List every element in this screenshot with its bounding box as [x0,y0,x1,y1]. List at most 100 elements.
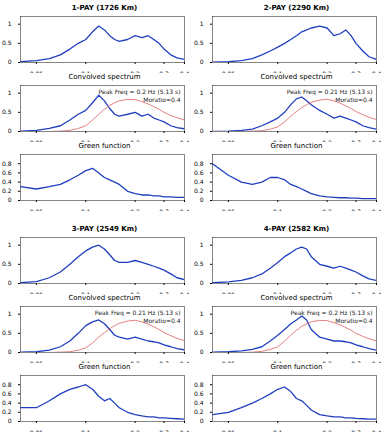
svg-text:0: 0 [8,417,12,424]
svg-text:0.4: 0.4 [180,360,190,363]
svg-text:0.2: 0.2 [322,360,332,363]
svg-text:0.1: 0.1 [273,208,283,211]
svg-text:0.4: 0.4 [372,360,382,363]
svg-text:0.5: 0.5 [194,108,204,115]
svg-text:0.5: 0.5 [2,329,12,336]
svg-text:Peak Freq = 0.21 Hz (5.13 s): Peak Freq = 0.21 Hz (5.13 s) [287,88,373,96]
svg-text:0.4: 0.4 [180,208,190,211]
svg-text:0.05: 0.05 [222,429,236,432]
svg-text:0: 0 [8,127,12,134]
svg-text:0.05: 0.05 [222,291,236,294]
svg-text:0.05: 0.05 [30,291,44,294]
svg-text:0.2: 0.2 [130,291,140,294]
svg-text:0.2: 0.2 [130,139,140,142]
svg-text:0.1: 0.1 [273,429,283,432]
svg-text:0.2: 0.2 [322,139,332,142]
svg-text:0.3: 0.3 [351,208,361,211]
svg-text:0.5: 0.5 [2,108,12,115]
svg-text:0.4: 0.4 [2,399,12,406]
svg-text:1: 1 [200,20,204,27]
svg-text:0.2: 0.2 [322,70,332,73]
svg-text:0: 0 [200,196,204,203]
svg-text:0.5: 0.5 [2,260,12,267]
svg-text:0.5: 0.5 [194,329,204,336]
svg-text:Peak Freq = 0.2 Hz (5.13 s): Peak Freq = 0.2 Hz (5.13 s) [99,88,181,96]
svg-text:0.05: 0.05 [222,360,236,363]
svg-text:0.3: 0.3 [159,208,169,211]
svg-text:0.8: 0.8 [194,381,204,388]
svg-text:1: 1 [200,89,204,96]
svg-text:0.05: 0.05 [30,70,44,73]
svg-text:0.4: 0.4 [194,178,204,185]
svg-text:0.2: 0.2 [2,408,12,415]
svg-text:0.4: 0.4 [180,139,190,142]
svg-text:0.1: 0.1 [273,70,283,73]
svg-text:0.5: 0.5 [194,260,204,267]
svg-text:0.05: 0.05 [30,139,44,142]
svg-text:0.1: 0.1 [81,429,91,432]
svg-text:0.4: 0.4 [372,208,382,211]
svg-text:0.6: 0.6 [194,169,204,176]
svg-text:0.3: 0.3 [351,360,361,363]
svg-text:0.5: 0.5 [194,39,204,46]
svg-text:0.4: 0.4 [372,291,382,294]
svg-text:0.05: 0.05 [30,429,44,432]
svg-text:0.1: 0.1 [273,139,283,142]
svg-text:1: 1 [200,310,204,317]
svg-text:0.3: 0.3 [351,139,361,142]
svg-text:0.4: 0.4 [180,70,190,73]
svg-text:1: 1 [200,241,204,248]
svg-text:0: 0 [200,127,204,134]
svg-text:1: 1 [8,310,12,317]
svg-text:0.8: 0.8 [2,381,12,388]
svg-text:1: 1 [8,20,12,27]
svg-text:0.1: 0.1 [81,360,91,363]
svg-text:0: 0 [8,58,12,65]
svg-text:0.3: 0.3 [351,70,361,73]
svg-text:0.5: 0.5 [2,39,12,46]
svg-text:0.3: 0.3 [159,139,169,142]
svg-text:Peak Freq = 0.2 Hz (5.13 s): Peak Freq = 0.2 Hz (5.13 s) [291,309,373,317]
svg-text:0.2: 0.2 [322,291,332,294]
svg-text:0.05: 0.05 [30,208,44,211]
svg-text:0: 0 [8,348,12,355]
svg-text:0.1: 0.1 [81,208,91,211]
svg-text:0.1: 0.1 [81,139,91,142]
svg-text:0.4: 0.4 [180,291,190,294]
svg-text:Moratio=0.4: Moratio=0.4 [335,96,372,103]
svg-text:0.8: 0.8 [2,160,12,167]
svg-text:0.2: 0.2 [130,360,140,363]
svg-text:0.3: 0.3 [159,360,169,363]
svg-text:0: 0 [200,279,204,286]
svg-text:Peak Freq = 0.21 Hz (5.13 s): Peak Freq = 0.21 Hz (5.13 s) [95,309,181,317]
svg-text:0.3: 0.3 [159,429,169,432]
svg-text:0.2: 0.2 [194,187,204,194]
svg-text:1: 1 [8,89,12,96]
svg-text:0.2: 0.2 [2,187,12,194]
svg-text:0.1: 0.1 [81,70,91,73]
svg-text:0: 0 [8,196,12,203]
svg-text:0.3: 0.3 [351,429,361,432]
svg-text:Moratio=0.4: Moratio=0.4 [143,96,180,103]
svg-text:0.2: 0.2 [130,70,140,73]
svg-text:Moratio=0.4: Moratio=0.4 [335,317,372,324]
svg-text:0.3: 0.3 [351,291,361,294]
svg-text:0.2: 0.2 [322,429,332,432]
svg-text:0.4: 0.4 [372,139,382,142]
svg-text:0.4: 0.4 [2,178,12,185]
svg-text:0: 0 [200,417,204,424]
svg-text:0.6: 0.6 [2,169,12,176]
svg-text:0.3: 0.3 [159,70,169,73]
svg-text:0.1: 0.1 [273,360,283,363]
svg-text:0.2: 0.2 [130,208,140,211]
svg-text:0.2: 0.2 [322,208,332,211]
svg-text:0.05: 0.05 [30,360,44,363]
svg-text:0.1: 0.1 [273,291,283,294]
svg-text:0: 0 [200,348,204,355]
svg-text:Moratio=0.4: Moratio=0.4 [143,317,180,324]
svg-text:0.3: 0.3 [159,291,169,294]
svg-text:0.6: 0.6 [2,390,12,397]
svg-text:0: 0 [200,58,204,65]
svg-text:0.05: 0.05 [222,70,236,73]
svg-text:0.8: 0.8 [194,160,204,167]
